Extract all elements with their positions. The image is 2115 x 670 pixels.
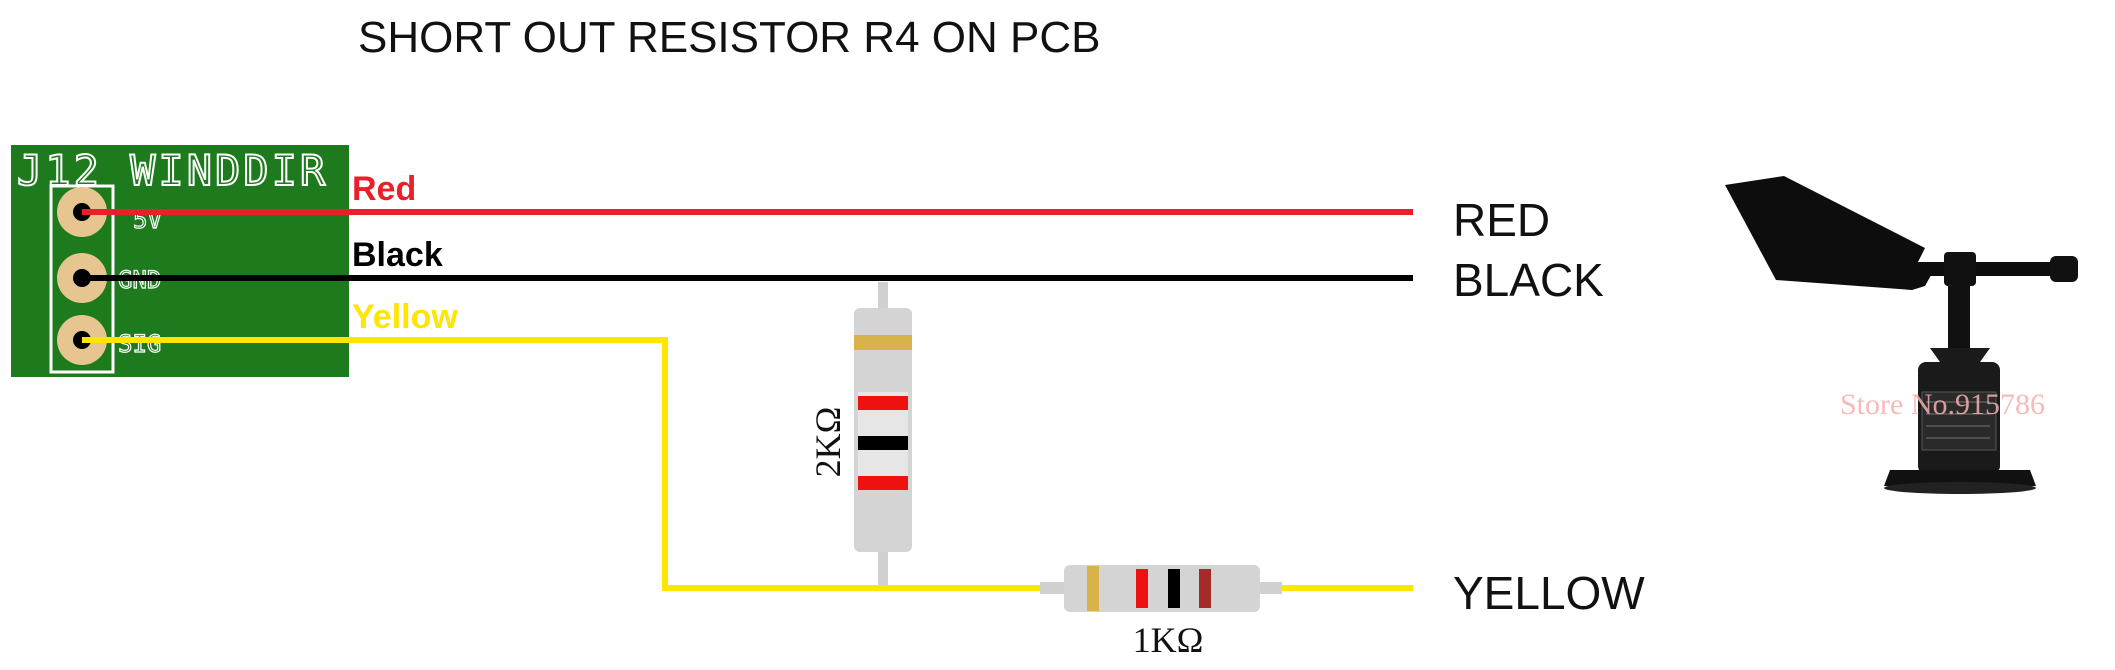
resistor-1k-band-brown	[1199, 569, 1211, 608]
terminal-label-yellow: YELLOW	[1453, 567, 1645, 619]
wind-vane-sensor	[1725, 176, 2078, 494]
diagram-title: SHORT OUT RESISTOR R4 ON PCB	[358, 13, 1100, 62]
resistor-2k-label: 2KΩ	[808, 407, 848, 478]
vane-counterweight	[2050, 256, 2078, 282]
resistor-2k	[854, 308, 912, 552]
pin-label-sig: SIG	[118, 330, 161, 358]
store-watermark: Store No.915786	[1840, 388, 2045, 421]
vane-hub	[1944, 252, 1976, 286]
pcb-header-label: J12 WINDDIR	[17, 146, 328, 195]
sensor-base	[1884, 470, 2036, 486]
resistor-2k-band-black	[858, 436, 908, 450]
resistor-1k-band-red	[1136, 569, 1148, 608]
resistor-1k	[1040, 565, 1282, 612]
wire-label-yellow: Yellow	[352, 298, 458, 336]
resistor-2k-band-red-2	[858, 476, 908, 490]
vane-cap	[1930, 348, 1990, 362]
resistor-2k-band-red-1	[858, 396, 908, 410]
vane-shaft	[1948, 286, 1970, 348]
resistor-2k-band-gold	[854, 335, 912, 350]
vane-fin	[1725, 176, 1935, 290]
resistor-1k-label: 1KΩ	[1133, 620, 1204, 660]
resistor-1k-band-gold	[1087, 566, 1099, 611]
wire-label-red: Red	[352, 170, 416, 208]
sensor-base-shadow	[1884, 482, 2036, 494]
resistor-1k-lead-right	[1256, 582, 1282, 594]
resistor-1k-lead-left	[1040, 582, 1064, 594]
yellow-wire	[82, 337, 1040, 591]
resistor-1k-band-black	[1168, 569, 1180, 608]
terminal-label-black: BLACK	[1453, 254, 1604, 306]
terminal-label-red: RED	[1453, 194, 1550, 246]
wire-label-black: Black	[352, 236, 443, 274]
